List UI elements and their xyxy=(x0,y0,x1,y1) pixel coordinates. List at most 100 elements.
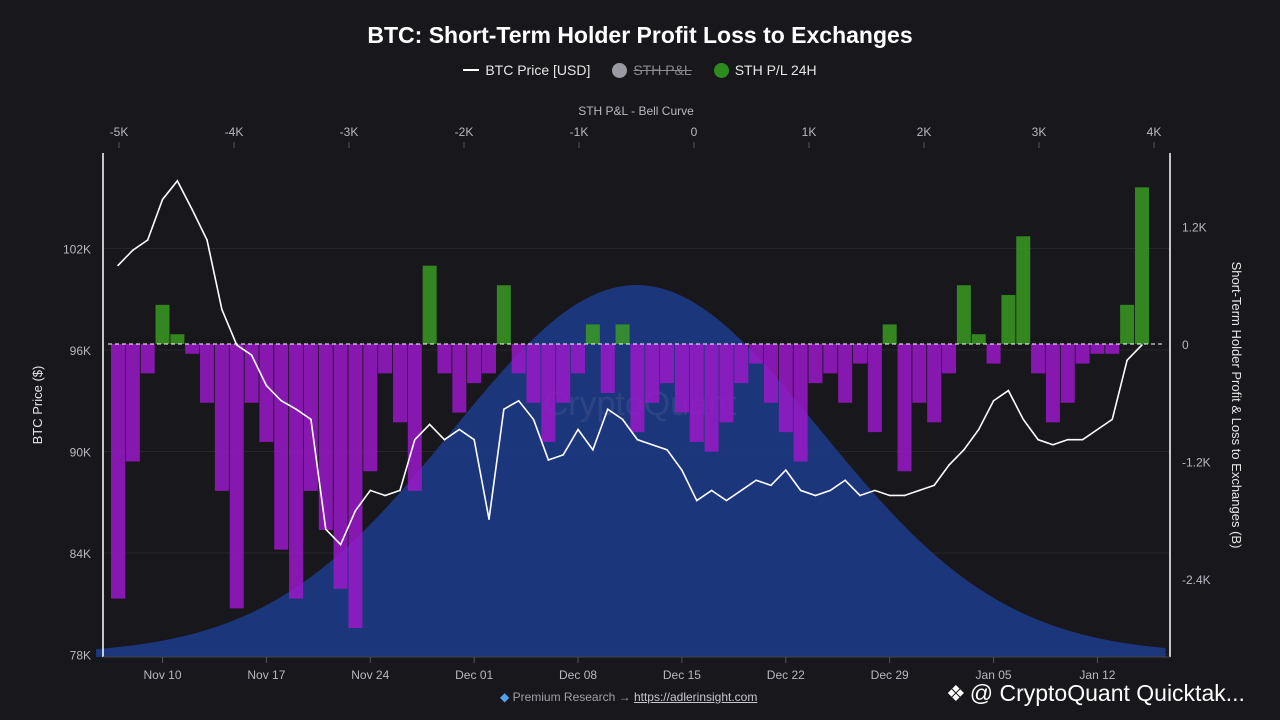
price-point xyxy=(592,449,594,451)
price-point xyxy=(844,479,846,482)
pl-bar xyxy=(719,344,734,423)
price-point xyxy=(606,408,609,411)
price-point xyxy=(176,180,179,182)
price-point xyxy=(918,489,921,492)
left-tick-label: 96K xyxy=(70,344,91,358)
pl-bar xyxy=(185,344,200,354)
pl-bar xyxy=(259,344,274,442)
pl-bar xyxy=(734,344,749,384)
price-point xyxy=(1037,438,1039,441)
footer-link[interactable]: https://adlerinsight.com xyxy=(633,690,758,704)
top-tick-label: 3K xyxy=(1032,125,1047,139)
pl-bar xyxy=(452,344,467,413)
pl-bar xyxy=(467,344,482,384)
pl-bar xyxy=(155,304,170,344)
price-point xyxy=(740,489,743,492)
pl-bar xyxy=(571,344,586,374)
price-point xyxy=(517,399,520,402)
pl-bar xyxy=(556,344,571,403)
pl-bar xyxy=(971,334,986,344)
pl-bar xyxy=(897,344,912,472)
pl-bar xyxy=(1031,344,1046,374)
price-point xyxy=(132,249,134,251)
top-tick-label: 2K xyxy=(917,125,932,139)
left-tick-label: 84K xyxy=(70,547,91,561)
top-tick-label: 4K xyxy=(1147,125,1162,139)
price-point xyxy=(339,543,342,546)
pl-bar xyxy=(378,344,393,374)
footer-text: Premium Research → xyxy=(512,690,631,704)
top-tick-label: -1K xyxy=(570,125,589,139)
pl-bar xyxy=(333,344,348,589)
pl-bar xyxy=(689,344,704,442)
price-point xyxy=(963,449,965,451)
price-point xyxy=(977,428,980,431)
dot-marker-icon xyxy=(713,62,729,78)
pl-bar xyxy=(437,344,452,374)
btc-price-line xyxy=(117,179,1143,546)
pl-bar xyxy=(1090,344,1105,354)
price-point xyxy=(488,518,490,520)
pl-bar xyxy=(853,344,867,364)
pl-bar xyxy=(407,344,422,491)
chart-title: BTC: Short-Term Holder Profit Loss to Ex… xyxy=(367,22,913,48)
price-point xyxy=(1141,344,1143,346)
right-tick-label: 1.2K xyxy=(1182,221,1207,235)
price-point xyxy=(1096,428,1099,431)
legend-label: BTC Price [USD] xyxy=(485,62,591,78)
pl-bar xyxy=(749,344,764,364)
legend: BTC Price [USD] STH P&L STH P/L 24H xyxy=(0,62,1280,78)
pl-bar xyxy=(303,344,318,491)
price-point xyxy=(206,239,208,241)
x-tick-label: Nov 24 xyxy=(351,668,389,682)
price-point xyxy=(1022,418,1025,421)
price-point xyxy=(369,489,372,492)
legend-item-sth-pnl[interactable]: STH P&L xyxy=(612,62,692,78)
top-axis-title: STH P&L - Bell Curve xyxy=(578,104,694,118)
pl-bar xyxy=(318,344,333,531)
price-point xyxy=(770,484,772,487)
price-point xyxy=(146,239,149,241)
pl-bar xyxy=(170,334,185,344)
top-tick-label: 1K xyxy=(802,125,817,139)
legend-item-btc-price[interactable]: BTC Price [USD] xyxy=(463,62,590,78)
x-tick-label: Nov 10 xyxy=(144,668,182,682)
price-point xyxy=(280,399,283,402)
price-point xyxy=(888,494,891,497)
price-point xyxy=(265,384,268,387)
pl-bar xyxy=(496,285,511,344)
pl-bar xyxy=(1105,344,1120,354)
pl-bar xyxy=(1060,344,1075,403)
right-tick-label: 0 xyxy=(1182,338,1189,352)
x-tick-label: Jan 05 xyxy=(976,668,1012,682)
pl-bar xyxy=(778,344,793,433)
pl-bar xyxy=(125,344,140,462)
price-point xyxy=(1052,443,1054,446)
pl-bar xyxy=(526,344,541,403)
price-point xyxy=(235,344,238,346)
pl-bar xyxy=(986,344,1001,364)
price-point xyxy=(621,418,624,421)
price-point xyxy=(695,499,698,502)
footer: ◆ Premium Research → https://adlerinsigh… xyxy=(500,690,757,704)
price-point xyxy=(191,208,193,211)
pl-bar xyxy=(140,344,155,374)
price-point xyxy=(948,464,950,466)
price-point xyxy=(503,408,505,411)
price-point xyxy=(681,469,683,471)
pl-bar xyxy=(615,324,630,344)
x-tick-label: Dec 08 xyxy=(559,668,597,682)
cryptoquant-logo-icon: ❖ xyxy=(946,680,966,706)
pl-bar xyxy=(392,344,407,423)
pl-bar xyxy=(1045,344,1060,423)
pl-bar xyxy=(244,344,259,403)
dot-marker-icon xyxy=(612,62,628,78)
price-point xyxy=(1081,438,1084,441)
pl-bar xyxy=(482,344,496,374)
legend-item-sth-pl-24h[interactable]: STH P/L 24H xyxy=(713,62,817,78)
pl-bar xyxy=(942,344,957,374)
left-tick-label: 78K xyxy=(70,649,91,663)
price-point xyxy=(428,423,431,426)
left-tick-label: 90K xyxy=(70,446,91,460)
